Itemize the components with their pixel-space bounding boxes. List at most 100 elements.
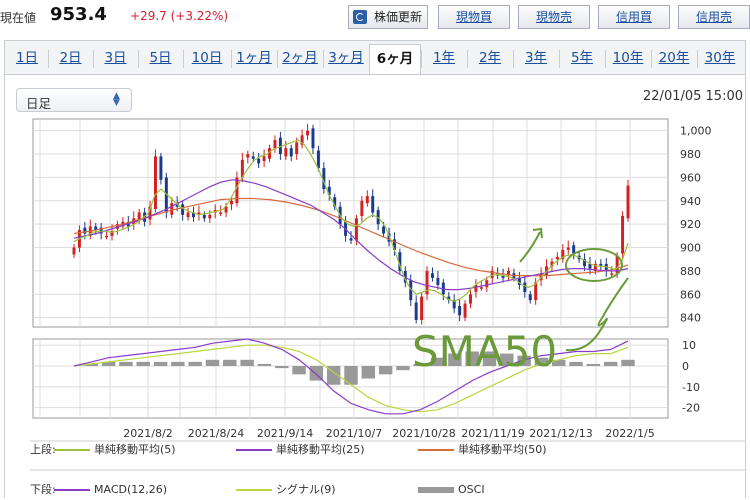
osci-bar [240, 359, 254, 367]
candle-body [295, 142, 299, 155]
tab-5[interactable]: 10日 [191, 50, 223, 66]
annotation-ellipse [565, 248, 623, 282]
current-price-label: 現在値 [0, 11, 37, 25]
price-change: +29.7 (+3.22%) [130, 9, 229, 23]
osci-bar [205, 359, 220, 367]
tab-15[interactable]: 20年 [658, 50, 690, 66]
tab-3[interactable]: 3日 [104, 50, 127, 66]
osc-tick-label: -20 [682, 402, 700, 415]
osc-tick-label: -10 [682, 381, 700, 394]
price-tick-label: 940 [680, 195, 701, 208]
price-tick-label: 1,000 [680, 125, 712, 138]
tab-12[interactable]: 3年 [524, 50, 548, 66]
price-tick-label: 920 [680, 218, 701, 231]
x-tick-label: 2022/1/5 [605, 427, 654, 440]
candle-body [479, 287, 483, 289]
osci-bar [153, 361, 168, 367]
candle-body [463, 303, 467, 318]
osci-bar [223, 359, 237, 367]
tab-2[interactable]: 2日 [59, 50, 82, 66]
tab-separator [137, 50, 139, 68]
candle-body [262, 156, 266, 162]
candle-body [306, 130, 310, 136]
candle-body [197, 212, 201, 215]
legend-lower-label: 下段: [30, 483, 56, 496]
interval-select[interactable]: 日足 ▲ ▼ [16, 88, 132, 112]
candle-body [501, 275, 505, 278]
osci-bar [569, 361, 583, 367]
x-tick-label: 2021/12/13 [529, 427, 592, 440]
candle-body [474, 284, 478, 292]
tab-8[interactable]: 3ヶ月 [328, 50, 364, 66]
osci-bar [448, 353, 462, 367]
annotation-arrow [519, 231, 541, 263]
candle-body [507, 270, 510, 276]
tab-11[interactable]: 2年 [478, 50, 502, 66]
price-tick-label: 980 [680, 148, 701, 161]
candle-body [273, 140, 277, 149]
tab-14[interactable]: 10年 [612, 50, 644, 66]
candle-body [170, 203, 174, 215]
quote-bar: 現在値 953.4 +29.7 (+3.22%) 株価更新 現物買 現物売 信用… [0, 0, 750, 34]
candle-body [311, 128, 315, 149]
candle-body [555, 256, 559, 260]
candle-body [251, 156, 255, 159]
tab-10[interactable]: 1年 [432, 50, 456, 66]
osci-bar [465, 351, 479, 367]
tab-9[interactable]: 6ヶ月 [369, 44, 421, 75]
osc-tick-label: 0 [682, 360, 689, 373]
signal-line [73, 344, 629, 413]
candle-body [550, 261, 554, 267]
candle-body [284, 148, 288, 157]
legend-macd-swatch [54, 489, 90, 491]
candle-body [354, 218, 358, 241]
candle-body [458, 305, 462, 316]
macd-line [73, 338, 629, 415]
tab-6[interactable]: 1ヶ月 [236, 50, 272, 66]
osci-bar [413, 363, 427, 367]
tab-13[interactable]: 5年 [570, 50, 594, 66]
candle-body [349, 238, 353, 241]
osci-bar [101, 361, 116, 367]
candle-body [257, 158, 261, 164]
spot-sell-button[interactable]: 現物売 [518, 5, 590, 29]
tab-4[interactable]: 5日 [149, 50, 172, 66]
candle-body [583, 259, 587, 267]
tab-separator [558, 50, 560, 68]
margin-buy-button[interactable]: 信用買 [598, 5, 670, 29]
tab-separator [276, 50, 278, 68]
candle-body [430, 273, 434, 278]
candle-body [528, 294, 532, 301]
candle-body [588, 263, 592, 269]
tab-1[interactable]: 1日 [15, 50, 39, 66]
osci-bar [171, 361, 185, 367]
spot-buy-button[interactable]: 現物買 [438, 5, 510, 29]
candle-body [626, 185, 630, 219]
tab-separator [512, 50, 514, 68]
osci-bar [378, 366, 393, 375]
sma5-line [73, 139, 629, 302]
candle-body [94, 226, 98, 231]
refresh-price-button[interactable]: 株価更新 [348, 5, 428, 29]
candle-body [387, 233, 391, 242]
candle-body [593, 263, 597, 271]
legend-sma50: 単純移動平均(50) [418, 440, 547, 460]
x-tick-label: 2021/9/14 [257, 427, 313, 440]
candle-body [452, 300, 456, 309]
tab-7[interactable]: 2ヶ月 [282, 50, 318, 66]
osci-bar [275, 366, 289, 369]
sma25-line [73, 179, 629, 291]
candle-body [517, 277, 521, 285]
tab-16[interactable]: 30年 [704, 50, 736, 66]
candle-body [240, 159, 244, 178]
osci-bar [84, 363, 99, 367]
x-tick-label: 2021/11/19 [461, 427, 524, 440]
candle-body [333, 197, 337, 207]
osci-bar [500, 353, 514, 367]
legend-signal: シグナル(9) [236, 480, 336, 500]
candle-body [382, 226, 386, 234]
candle-body [224, 206, 228, 213]
margin-sell-button[interactable]: 信用売 [678, 5, 750, 29]
legend-upper: 上段: 単純移動平均(5) 単純移動平均(25) 単純移動平均(50) [30, 440, 740, 460]
